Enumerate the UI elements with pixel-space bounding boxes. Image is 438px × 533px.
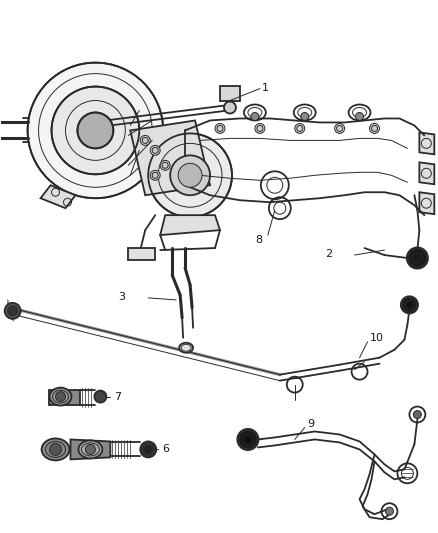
Circle shape xyxy=(356,112,364,120)
Circle shape xyxy=(95,391,106,402)
Circle shape xyxy=(178,163,202,187)
Ellipse shape xyxy=(42,439,70,461)
Text: 1: 1 xyxy=(262,83,269,93)
Text: 10: 10 xyxy=(370,333,384,343)
Circle shape xyxy=(407,248,427,268)
Circle shape xyxy=(301,112,309,120)
Text: 6: 6 xyxy=(162,445,169,455)
Polygon shape xyxy=(419,163,434,184)
Circle shape xyxy=(413,410,421,418)
Circle shape xyxy=(49,443,61,455)
Circle shape xyxy=(295,124,305,133)
Circle shape xyxy=(148,133,232,217)
Circle shape xyxy=(243,434,253,445)
Circle shape xyxy=(140,441,156,457)
Polygon shape xyxy=(220,86,240,101)
Text: 8: 8 xyxy=(255,235,262,245)
Circle shape xyxy=(255,124,265,133)
Ellipse shape xyxy=(78,440,102,458)
Circle shape xyxy=(224,101,236,114)
Circle shape xyxy=(150,171,160,180)
Polygon shape xyxy=(419,192,434,214)
Ellipse shape xyxy=(49,387,71,406)
Circle shape xyxy=(8,306,18,316)
Circle shape xyxy=(56,392,66,401)
Circle shape xyxy=(413,253,422,263)
Polygon shape xyxy=(419,132,434,155)
Circle shape xyxy=(78,112,113,148)
Circle shape xyxy=(335,124,345,133)
Circle shape xyxy=(406,301,413,309)
Circle shape xyxy=(370,124,379,133)
Circle shape xyxy=(52,86,139,174)
Circle shape xyxy=(385,507,393,515)
Circle shape xyxy=(5,303,21,319)
Text: 3: 3 xyxy=(118,292,125,302)
Circle shape xyxy=(140,135,150,146)
Ellipse shape xyxy=(179,343,193,353)
Polygon shape xyxy=(49,390,81,405)
Circle shape xyxy=(85,445,95,455)
Polygon shape xyxy=(130,120,210,195)
Polygon shape xyxy=(128,248,155,260)
Circle shape xyxy=(401,297,417,313)
Polygon shape xyxy=(71,439,110,459)
Circle shape xyxy=(170,155,210,195)
Text: 9: 9 xyxy=(308,419,315,430)
Circle shape xyxy=(150,146,160,155)
Circle shape xyxy=(251,112,259,120)
Circle shape xyxy=(160,160,170,171)
Text: 2: 2 xyxy=(325,249,332,259)
Circle shape xyxy=(28,63,163,198)
Polygon shape xyxy=(160,215,220,235)
Circle shape xyxy=(238,430,258,449)
Text: 7: 7 xyxy=(114,392,121,401)
Circle shape xyxy=(215,124,225,133)
Circle shape xyxy=(144,446,152,454)
Polygon shape xyxy=(41,185,75,208)
